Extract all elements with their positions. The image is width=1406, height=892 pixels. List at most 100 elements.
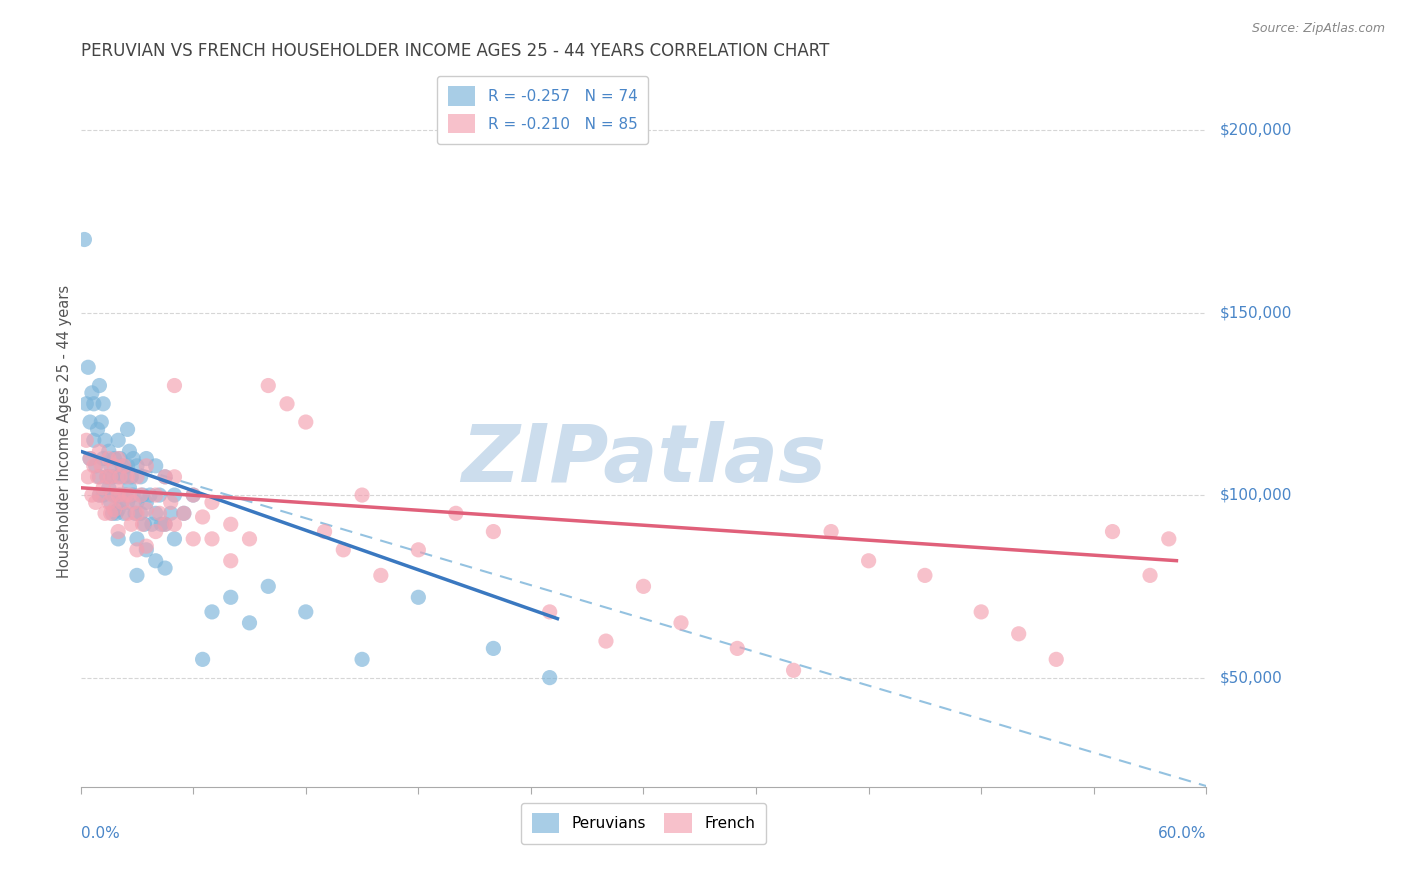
Text: $100,000: $100,000 bbox=[1220, 488, 1292, 502]
Point bbox=[90, 458, 112, 473]
Point bbox=[970, 605, 993, 619]
Text: 0.0%: 0.0% bbox=[80, 826, 120, 841]
Point bbox=[118, 488, 141, 502]
Point bbox=[145, 524, 167, 539]
Point bbox=[122, 488, 145, 502]
Point bbox=[145, 458, 167, 473]
Point bbox=[201, 605, 224, 619]
Point bbox=[80, 385, 103, 400]
Point bbox=[257, 378, 280, 392]
Point bbox=[201, 495, 224, 509]
Point bbox=[148, 506, 170, 520]
Point bbox=[163, 488, 186, 502]
Point bbox=[96, 470, 118, 484]
Point bbox=[117, 458, 139, 473]
Point bbox=[370, 568, 392, 582]
Point bbox=[125, 532, 148, 546]
Point bbox=[332, 542, 354, 557]
Point bbox=[159, 506, 181, 520]
Point bbox=[444, 506, 467, 520]
Point bbox=[219, 591, 242, 605]
Point bbox=[107, 488, 129, 502]
Point bbox=[163, 532, 186, 546]
Point bbox=[75, 434, 97, 448]
Point bbox=[117, 422, 139, 436]
Point bbox=[219, 517, 242, 532]
Point bbox=[150, 517, 173, 532]
Point bbox=[159, 495, 181, 509]
Point bbox=[103, 458, 125, 473]
Point bbox=[105, 481, 128, 495]
Point bbox=[120, 517, 142, 532]
Point bbox=[201, 532, 224, 546]
Point bbox=[153, 517, 176, 532]
Point bbox=[86, 470, 108, 484]
Point bbox=[89, 444, 111, 458]
Point bbox=[145, 554, 167, 568]
Point bbox=[107, 502, 129, 516]
Point bbox=[91, 397, 114, 411]
Point bbox=[135, 495, 157, 509]
Point bbox=[633, 579, 655, 593]
Point bbox=[103, 488, 125, 502]
Point bbox=[482, 641, 505, 656]
Point bbox=[125, 495, 148, 509]
Point bbox=[101, 470, 124, 484]
Point bbox=[80, 488, 103, 502]
Point bbox=[294, 605, 316, 619]
Point bbox=[173, 506, 195, 520]
Point bbox=[101, 488, 124, 502]
Point bbox=[134, 517, 156, 532]
Point bbox=[408, 542, 430, 557]
Point bbox=[125, 470, 148, 484]
Point bbox=[125, 542, 148, 557]
Point bbox=[117, 495, 139, 509]
Point bbox=[94, 434, 117, 448]
Point bbox=[148, 488, 170, 502]
Point bbox=[191, 510, 214, 524]
Text: ZIPatlas: ZIPatlas bbox=[461, 421, 825, 499]
Point bbox=[73, 232, 96, 246]
Point bbox=[538, 671, 561, 685]
Point bbox=[114, 488, 136, 502]
Point bbox=[83, 397, 105, 411]
Point bbox=[84, 458, 107, 473]
Legend: Peruvians, French: Peruvians, French bbox=[522, 803, 766, 844]
Point bbox=[135, 451, 157, 466]
Point bbox=[122, 451, 145, 466]
Point bbox=[139, 488, 162, 502]
Point bbox=[75, 397, 97, 411]
Point bbox=[107, 524, 129, 539]
Point bbox=[77, 360, 100, 375]
Point bbox=[118, 444, 141, 458]
Point bbox=[669, 615, 692, 630]
Point bbox=[181, 488, 204, 502]
Point bbox=[91, 481, 114, 495]
Point bbox=[100, 458, 122, 473]
Point bbox=[79, 451, 101, 466]
Point bbox=[135, 542, 157, 557]
Point bbox=[122, 495, 145, 509]
Y-axis label: Householder Income Ages 25 - 44 years: Householder Income Ages 25 - 44 years bbox=[58, 285, 72, 578]
Point bbox=[163, 517, 186, 532]
Point bbox=[117, 506, 139, 520]
Point bbox=[103, 451, 125, 466]
Point bbox=[105, 506, 128, 520]
Point bbox=[145, 506, 167, 520]
Point bbox=[135, 539, 157, 553]
Point bbox=[97, 451, 120, 466]
Point bbox=[97, 495, 120, 509]
Point bbox=[173, 506, 195, 520]
Text: 60.0%: 60.0% bbox=[1157, 826, 1206, 841]
Point bbox=[129, 470, 152, 484]
Point bbox=[101, 506, 124, 520]
Point bbox=[94, 506, 117, 520]
Point bbox=[352, 488, 374, 502]
Point bbox=[294, 415, 316, 429]
Point bbox=[107, 434, 129, 448]
Text: $200,000: $200,000 bbox=[1220, 122, 1292, 137]
Point bbox=[89, 488, 111, 502]
Point bbox=[135, 458, 157, 473]
Point bbox=[219, 554, 242, 568]
Point bbox=[108, 470, 131, 484]
